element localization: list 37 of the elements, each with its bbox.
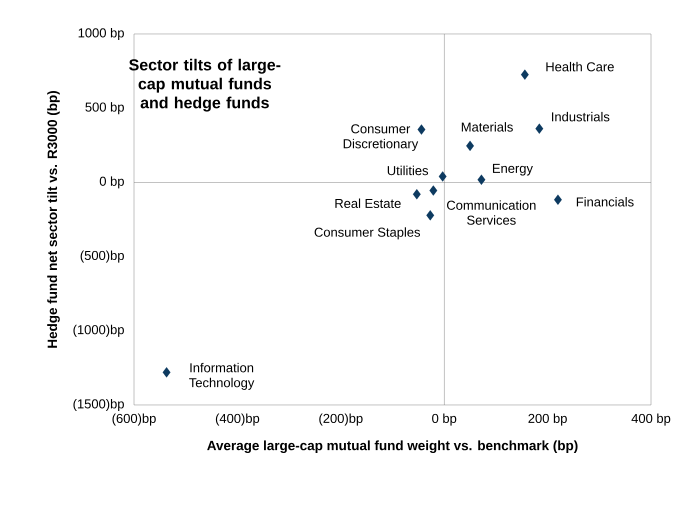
x-axis-title: Average large-cap mutual fund weight vs. benchmark (bp) [207,440,578,454]
annotation: Industrials [552,112,610,122]
y-tick-label: (500)bp [80,250,124,263]
y-tick-label: 0 bp [100,176,124,188]
annotation: Consumer Staples [314,227,420,240]
point [412,189,421,200]
annotation: Communication Services [447,200,536,225]
point [477,174,486,185]
y-tick-label: (1500)bp [73,398,124,412]
point [418,124,426,135]
annotation: Consumer Discretionary [344,124,418,151]
x-tick-label: (400)bp [216,414,260,426]
x-tick-label: 400 bp [631,414,670,426]
point [520,69,529,80]
annotation: Energy [492,164,533,176]
x-tick-label: 200 bp [528,414,567,426]
annotation: Financials [576,196,634,206]
x-tick-label: (600)bp [112,414,156,426]
point [426,210,434,221]
y-axis-title: Hedge fund net sector tilt vs. R3000 (bp) [47,91,60,348]
point [429,185,438,196]
annotation: Utilities [388,166,428,176]
annotation: Materials [462,122,513,132]
y-tick-label: 1000 bp [78,28,124,40]
point [535,123,544,134]
annotation: Health Care [546,62,614,72]
annotation: Real Estate [335,198,401,208]
y-tick-label: (1000)bp [73,324,124,337]
annotation: Information Technology [189,362,254,390]
x-tick-label: (200)bp [319,414,363,426]
point [162,367,171,378]
point [554,194,562,205]
y-tick-label: 500 bp [85,102,124,114]
text: Sector tilts of large-cap mutual funds and hedge funds [129,58,280,112]
x-tick-label: 0 bp [432,414,456,426]
point [466,140,474,152]
point [438,171,447,182]
